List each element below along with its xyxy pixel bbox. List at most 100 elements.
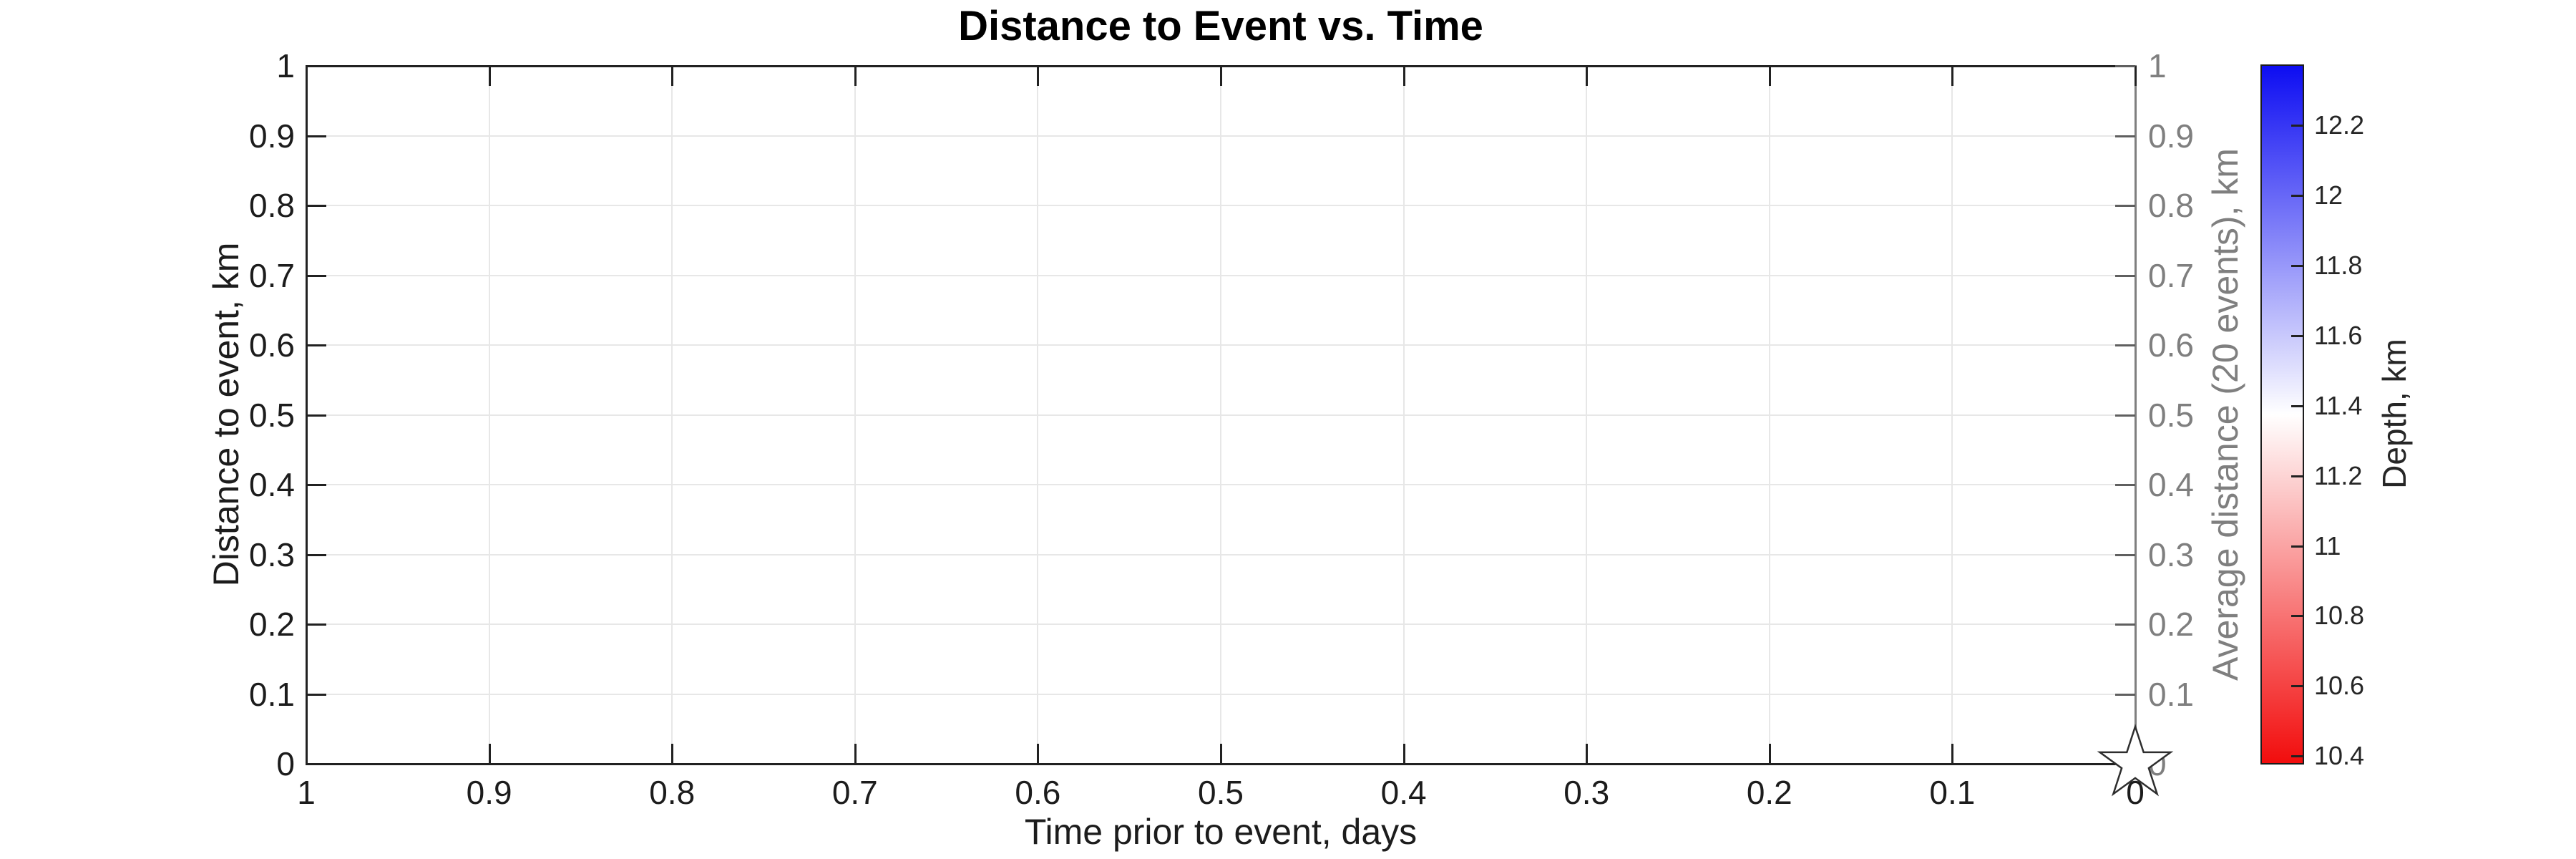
x-tick-label: 0.6 <box>1015 774 1061 811</box>
x-tick-label: 0.8 <box>649 774 696 811</box>
colorbar-tick <box>2291 755 2303 758</box>
x-tick-top <box>854 66 857 86</box>
y-tick-label-right: 0.6 <box>2148 326 2194 364</box>
y-tick-label-left: 0.7 <box>249 256 295 294</box>
y-tick-label-left: 0.6 <box>249 326 295 364</box>
y-tick-right <box>2115 623 2135 626</box>
x-tick-top <box>1768 66 1771 86</box>
x-tick-label: 0.9 <box>466 774 512 811</box>
x-tick <box>1951 744 1954 764</box>
y-gridline <box>306 414 2135 416</box>
y-tick-label-left: 0.5 <box>249 396 295 434</box>
y-tick-left <box>306 65 326 67</box>
chart-title: Distance to Event vs. Time <box>958 3 1483 49</box>
y-tick-label-right: 0.9 <box>2148 117 2194 155</box>
y-gridline <box>306 344 2135 346</box>
x-tick-top <box>1951 66 1954 86</box>
x-tick-label: 0.7 <box>831 774 878 811</box>
x-tick <box>1768 744 1771 764</box>
y-tick-label-right: 0.2 <box>2148 606 2194 643</box>
x-tick-top <box>306 66 308 86</box>
colorbar-tick <box>2291 195 2303 198</box>
y-tick-left <box>306 414 326 417</box>
y-tick-label-left: 0.9 <box>249 117 295 155</box>
x-tick-top <box>1037 66 1040 86</box>
x-tick-label: 0.2 <box>1746 774 1792 811</box>
y-gridline <box>306 553 2135 555</box>
y-tick-left <box>306 484 326 486</box>
colorbar-tick-label: 10.4 <box>2314 741 2365 771</box>
y-tick-right <box>2115 344 2135 346</box>
y-tick-label-left: 0.2 <box>249 606 295 643</box>
colorbar-tick-label: 11.8 <box>2314 250 2363 280</box>
colorbar-tick-label: 11.4 <box>2314 390 2363 420</box>
y-tick-left <box>306 623 326 626</box>
x-tick <box>1220 744 1222 764</box>
x-tick-top <box>2135 66 2137 86</box>
x-tick <box>1037 744 1040 764</box>
y-tick-right <box>2115 693 2135 696</box>
x-axis-label: Time prior to event, days <box>1024 812 1418 852</box>
y-tick-label-left: 0.4 <box>249 466 295 503</box>
y-gridline <box>306 205 2135 206</box>
y-tick-label-right: 0.8 <box>2148 187 2194 224</box>
y-tick-right <box>2115 205 2135 207</box>
x-tick <box>671 744 674 764</box>
y-tick-right <box>2115 65 2135 67</box>
colorbar-tick <box>2291 125 2303 127</box>
y-tick-label-right: 0.1 <box>2148 675 2194 713</box>
x-tick-label: 0.5 <box>1198 774 1244 811</box>
x-tick <box>1402 744 1405 764</box>
x-tick <box>488 744 491 764</box>
x-tick <box>854 744 857 764</box>
y-gridline <box>306 693 2135 695</box>
y-tick-label-left: 0 <box>276 745 295 782</box>
bottom-spine <box>306 763 2137 765</box>
x-tick-top <box>488 66 491 86</box>
y-tick-right <box>2115 553 2135 556</box>
y-tick-label-right: 0.7 <box>2148 256 2194 294</box>
x-tick-label: 0.1 <box>1929 774 1976 811</box>
y-tick-label-left: 0.1 <box>249 675 295 713</box>
x-tick-label: 0.3 <box>1563 774 1610 811</box>
colorbar-tick-label: 11.2 <box>2314 460 2363 490</box>
y-tick-left <box>306 344 326 346</box>
colorbar-tick <box>2291 334 2303 337</box>
y-tick-left <box>306 205 326 207</box>
colorbar-tick-label: 11 <box>2314 530 2341 560</box>
colorbar-tick-label: 10.6 <box>2314 671 2365 701</box>
pentagram-marker <box>2097 723 2174 797</box>
y-tick-label-left: 1 <box>276 47 295 84</box>
y-tick-left <box>306 135 326 137</box>
colorbar-tick <box>2291 475 2303 477</box>
colorbar-tick <box>2291 685 2303 688</box>
x-tick-top <box>1402 66 1405 86</box>
y-tick-right <box>2115 484 2135 486</box>
colorbar-gradient <box>2260 64 2304 765</box>
y-tick-label-right: 0.3 <box>2148 535 2194 573</box>
y-gridline <box>306 623 2135 625</box>
colorbar-tick-label: 11.6 <box>2314 320 2363 350</box>
y-tick-label-right: 1 <box>2148 47 2167 84</box>
x-tick-label: 0.4 <box>1380 774 1427 811</box>
colorbar-tick <box>2291 404 2303 407</box>
x-tick-label: 0 <box>2126 774 2145 811</box>
y-tick-right <box>2115 274 2135 277</box>
colorbar-label: Depth, km <box>2376 339 2413 489</box>
y-tick-left <box>306 553 326 556</box>
x-tick-label: 1 <box>297 774 316 811</box>
y-tick-label-left: 0.8 <box>249 187 295 224</box>
x-tick-top <box>1586 66 1589 86</box>
x-tick <box>1586 744 1589 764</box>
colorbar-tick <box>2291 615 2303 618</box>
y-tick-right <box>2115 135 2135 137</box>
y-tick-label-right: 0.4 <box>2148 466 2194 503</box>
y-tick-label-left: 0.3 <box>249 535 295 573</box>
y-gridline <box>306 135 2135 137</box>
